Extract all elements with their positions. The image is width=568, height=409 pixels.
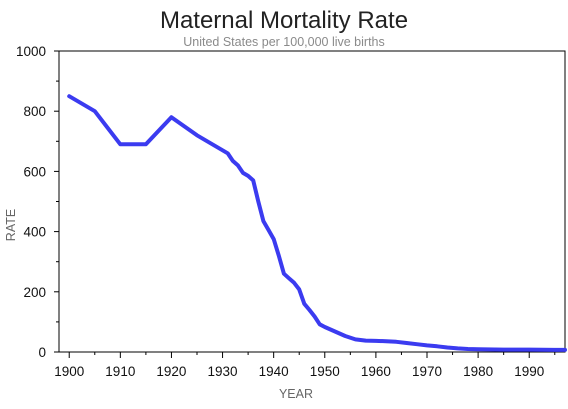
x-tick-label: 1980 bbox=[463, 364, 493, 379]
y-tick-label: 800 bbox=[23, 104, 46, 119]
mortality-rate-line bbox=[67, 94, 567, 352]
y-tick-label: 0 bbox=[38, 345, 46, 360]
x-tick-label: 1990 bbox=[514, 364, 544, 379]
x-axis-label: YEAR bbox=[279, 387, 313, 401]
x-tick-label: 1920 bbox=[156, 364, 186, 379]
x-tick-label: 1970 bbox=[412, 364, 442, 379]
y-tick-label: 200 bbox=[23, 285, 46, 300]
x-tick-label: 1910 bbox=[105, 364, 135, 379]
y-tick-label: 1000 bbox=[16, 44, 46, 59]
chart-subtitle: United States per 100,000 live births bbox=[183, 35, 385, 49]
plot-frame bbox=[58, 50, 566, 353]
y-tick-label: 400 bbox=[23, 225, 46, 240]
x-tick-label: 1930 bbox=[208, 364, 238, 379]
x-tick-label: 1900 bbox=[54, 364, 84, 379]
x-tick-label: 1940 bbox=[259, 364, 289, 379]
y-tick-label: 600 bbox=[23, 164, 46, 179]
y-axis-label: RATE bbox=[4, 209, 18, 241]
x-tick-label: 1960 bbox=[361, 364, 391, 379]
x-axis-ticks: 1900 1910 1920 1930 1940 1950 1960 1970 1980 1990 bbox=[54, 352, 556, 379]
x-tick-label: 1950 bbox=[310, 364, 340, 379]
chart-title: Maternal Mortality Rate bbox=[160, 7, 408, 34]
y-axis-ticks: 0 200 400 600 800 1000 bbox=[16, 44, 59, 360]
